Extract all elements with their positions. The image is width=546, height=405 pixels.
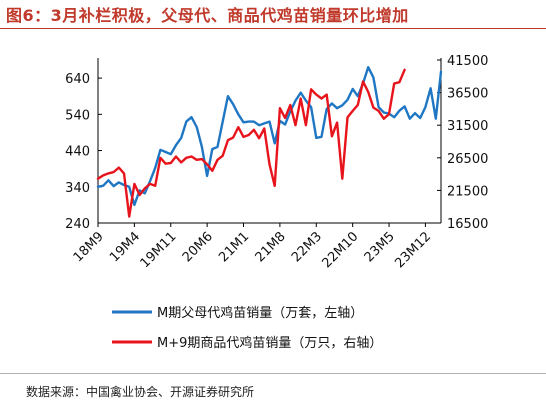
left-axis-ticks: 240 340 440 540 640 [65,72,102,232]
right-tick-label: 21500 [447,184,488,199]
legend-label-parent-stock: M期父母代鸡苗销量（万套，左轴） [157,305,363,321]
right-axis-ticks: 16500 21500 26500 31500 36500 41500 [437,54,488,232]
source-rule [0,373,546,374]
right-tick-label: 36500 [447,87,488,102]
left-tick-label: 540 [65,108,90,123]
x-tick-label: 21M1 [216,229,252,265]
left-tick-label: 240 [65,217,90,232]
series-line-parent-stock [96,65,443,207]
figure-title: 图6：3月补栏积极，父母代、商品代鸡苗销量环比增加 [6,6,409,25]
axes-group [97,58,442,224]
dual-axis-line-chart: 240 340 440 540 640 16500 21500 26500 31500 3650… [65,54,488,351]
right-tick-label: 16500 [447,217,488,232]
x-tick-label: 22M10 [320,229,362,271]
x-tick-label: 18M9 [71,229,107,265]
title-rule [0,28,546,29]
series-line-commercial-chicks [96,68,406,218]
legend: M期父母代鸡苗销量（万套，左轴） M+9期商品代鸡苗销量（万只，右轴） [112,305,382,351]
right-tick-label: 41500 [447,54,488,69]
series-lines [96,65,443,218]
left-tick-label: 440 [65,145,90,160]
left-tick-label: 340 [65,181,90,196]
source-note: 数据来源：中国禽业协会、开源证券研究所 [26,385,255,399]
x-tick-label: 23M12 [392,229,434,271]
x-tick-label: 20M6 [180,229,216,265]
x-tick-label: 21M8 [253,229,289,265]
left-tick-label: 640 [65,72,90,87]
x-tick-label: 19M11 [138,229,180,271]
right-tick-label: 31500 [447,119,488,134]
right-tick-label: 26500 [447,152,488,167]
legend-label-commercial-chicks: M+9期商品代鸡苗销量（万只，右轴） [157,335,382,351]
